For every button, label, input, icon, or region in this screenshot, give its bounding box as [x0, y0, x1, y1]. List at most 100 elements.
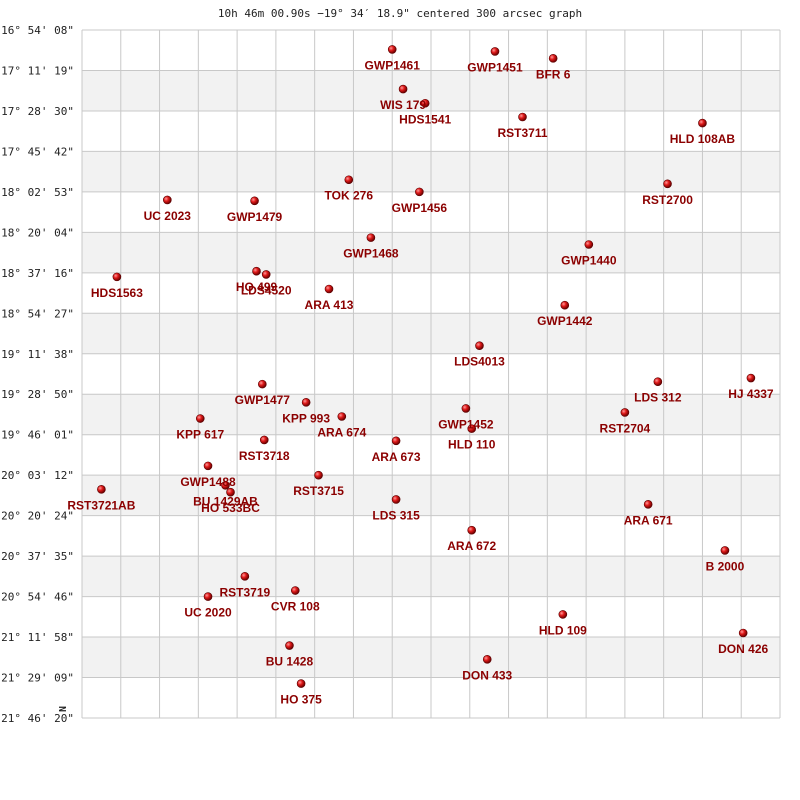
y-tick-label: -21° 11' 58"	[0, 631, 74, 644]
star-marker[interactable]	[221, 480, 230, 490]
star-marker[interactable]	[663, 179, 672, 189]
star-marker[interactable]	[467, 525, 477, 535]
star-label: ARA 413	[305, 298, 354, 312]
star-marker[interactable]	[720, 546, 730, 555]
star-label: HLD 109	[539, 623, 587, 637]
star-label: GWP1488	[180, 475, 236, 489]
star-marker[interactable]	[258, 379, 267, 389]
star-label: CVR 108	[271, 600, 320, 614]
star-label: GWP1452	[438, 417, 494, 431]
y-tick-label: -18° 02' 53"	[0, 186, 74, 199]
star-marker[interactable]	[344, 175, 354, 185]
star-label: ARA 672	[447, 539, 496, 553]
star-marker[interactable]	[391, 495, 401, 504]
chart-title: 10h 46m 00.90s −19° 34′ 18.9" centered 3…	[218, 7, 582, 20]
star-label: B 2000	[706, 559, 745, 573]
star-marker[interactable]	[290, 586, 300, 595]
star-marker[interactable]	[250, 196, 259, 206]
y-tick-label: -19° 11' 38"	[0, 348, 74, 361]
y-tick-label: -17° 45' 42"	[0, 145, 74, 158]
star-label: GWP1451	[467, 60, 523, 74]
star-label: GWP1479	[227, 210, 283, 224]
star-marker[interactable]	[112, 272, 122, 282]
star-marker[interactable]	[324, 284, 334, 294]
star-marker[interactable]	[482, 655, 492, 664]
star-label: RST3715	[293, 484, 344, 498]
star-marker[interactable]	[653, 377, 663, 386]
star-label: HDS1541	[399, 112, 451, 126]
star-label: RST3721AB	[67, 498, 135, 512]
star-marker[interactable]	[746, 373, 756, 383]
star-marker[interactable]	[337, 412, 347, 421]
star-label: RST3719	[220, 585, 271, 599]
star-marker[interactable]	[738, 628, 748, 638]
plot-grid	[81, 29, 781, 719]
star-marker[interactable]	[398, 84, 408, 94]
star-label: HLD 110	[448, 438, 496, 452]
star-marker[interactable]	[467, 424, 477, 433]
star-marker[interactable]	[698, 118, 707, 128]
star-label: HLD 108AB	[670, 132, 736, 146]
star-label: GWP1477	[235, 393, 291, 407]
star-label: DON 426	[718, 642, 768, 656]
star-label: BFR 6	[536, 67, 571, 81]
star-label: LDS4520	[241, 283, 292, 297]
y-tick-label: -21° 29' 09"	[0, 672, 74, 685]
star-label: UC 2020	[184, 606, 232, 620]
star-marker[interactable]	[548, 54, 558, 63]
star-marker[interactable]	[415, 187, 424, 197]
star-marker[interactable]	[252, 266, 261, 276]
star-label: GWP1461	[365, 58, 421, 72]
y-tick-label: -18° 20' 04"	[0, 226, 74, 239]
y-tick-label: -20° 37' 35"	[0, 550, 74, 563]
y-tick-label: -20° 03' 12"	[0, 469, 74, 482]
star-marker[interactable]	[226, 487, 235, 497]
star-label: BU 1429AB	[193, 494, 258, 508]
star-label: DON 433	[462, 668, 512, 682]
star-marker[interactable]	[240, 572, 250, 581]
star-marker[interactable]	[584, 240, 594, 249]
star-label: TOK 276	[325, 189, 374, 203]
star-marker[interactable]	[475, 341, 484, 350]
star-label: RST2700	[642, 193, 693, 207]
y-tick-label: -20° 54' 46"	[0, 591, 74, 604]
star-marker[interactable]	[366, 233, 376, 242]
star-label: KPP 993	[282, 411, 330, 425]
star-label: UC 2023	[144, 209, 192, 223]
star-marker[interactable]	[558, 610, 568, 619]
star-marker[interactable]	[391, 436, 401, 446]
star-marker[interactable]	[163, 195, 172, 205]
y-tick-label: -19° 46' 01"	[0, 429, 74, 442]
star-marker[interactable]	[97, 485, 106, 494]
y-tick-label: -19° 28' 50"	[0, 388, 74, 401]
star-marker[interactable]	[203, 592, 213, 601]
star-marker[interactable]	[301, 398, 311, 407]
star-marker[interactable]	[261, 270, 271, 279]
star-marker[interactable]	[195, 414, 205, 423]
star-label: ARA 674	[317, 425, 366, 439]
star-marker[interactable]	[490, 47, 500, 56]
star-marker[interactable]	[203, 461, 213, 471]
star-marker[interactable]	[620, 408, 630, 417]
star-label: GWP1442	[537, 314, 593, 328]
star-marker[interactable]	[314, 470, 323, 480]
star-marker[interactable]	[560, 300, 570, 310]
star-marker[interactable]	[296, 679, 306, 688]
y-tick-label: -20° 20' 24"	[0, 510, 74, 523]
star-label: KPP 617	[176, 428, 224, 442]
star-marker[interactable]	[387, 45, 397, 54]
star-marker[interactable]	[643, 500, 653, 509]
star-marker[interactable]	[259, 435, 269, 445]
star-label: WIS 179	[380, 98, 426, 112]
star-label: HO 375	[280, 693, 322, 707]
star-label: LDS 315	[372, 508, 420, 522]
y-tick-label: -18° 37' 16"	[0, 267, 74, 280]
star-markers	[97, 45, 756, 688]
star-marker[interactable]	[285, 641, 294, 650]
y-tick-label: -16° 54' 08"	[0, 24, 74, 37]
star-marker[interactable]	[420, 98, 430, 108]
star-marker[interactable]	[461, 404, 471, 413]
star-marker[interactable]	[518, 112, 527, 122]
